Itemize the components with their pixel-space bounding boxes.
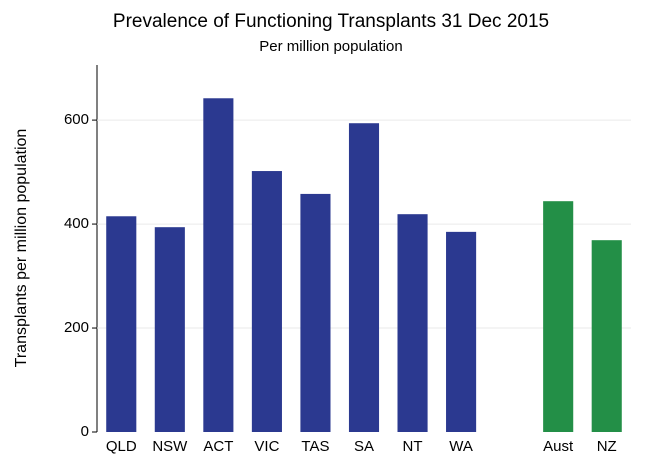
x-tick-label: NZ xyxy=(597,438,617,455)
x-tick-label: ACT xyxy=(203,438,233,455)
bar xyxy=(300,193,331,432)
x-tick-label: VIC xyxy=(254,438,279,455)
y-tick-label: 400 xyxy=(64,215,89,232)
bar xyxy=(397,214,428,432)
bar xyxy=(591,240,622,432)
bar xyxy=(154,227,185,432)
bar xyxy=(348,123,380,433)
chart-title: Prevalence of Functioning Transplants 31… xyxy=(113,11,549,32)
chart-subtitle: Per million population xyxy=(259,38,402,55)
bar xyxy=(251,171,282,432)
y-tick-label: 600 xyxy=(64,111,89,128)
y-tick-label: 0 xyxy=(81,423,89,440)
bar xyxy=(203,98,234,433)
x-tick-label: NSW xyxy=(152,438,188,455)
x-tick-label: NT xyxy=(403,438,423,455)
y-tick-label: 200 xyxy=(64,319,89,336)
x-tick-label: WA xyxy=(449,438,473,455)
x-tick-label: Aust xyxy=(543,438,574,455)
bar xyxy=(106,216,137,432)
bar xyxy=(543,201,574,432)
x-tick-label: TAS xyxy=(301,438,329,455)
y-axis-label: Transplants per million population xyxy=(13,129,30,368)
x-tick-label: QLD xyxy=(106,438,137,455)
bar xyxy=(446,231,477,432)
x-tick-label: SA xyxy=(354,438,374,455)
